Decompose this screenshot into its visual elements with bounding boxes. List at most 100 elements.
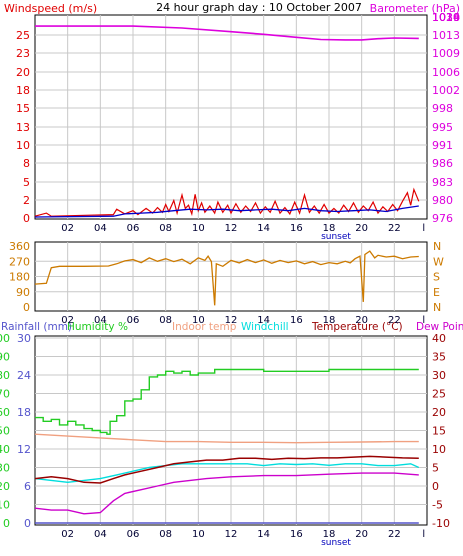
compass-tick-label: N [433,301,441,314]
x-tick-label: 22 [388,529,401,540]
temperature-tick-label: -10 [432,517,450,530]
temperature-tick-label: 0 [432,480,439,493]
windspeed-line [34,187,420,217]
x-tick-label: 20 [355,223,368,234]
indoor-temp-line [34,433,419,444]
x-tick-label: 06 [127,315,140,326]
x-tick-label: 06 [127,223,140,234]
humidity-tick-label: 50 [0,425,10,438]
x-tick-label: 12 [225,223,238,234]
barometer-tick-label: 1024 [432,11,460,24]
x-tick-label: 14 [257,315,270,326]
dewpoint-line [34,472,419,515]
sunset-label: sunset [321,232,351,242]
x-tick-label: 20 [355,529,368,540]
temperature-tick-label: 5 [432,462,439,475]
x-tick-label: 02 [61,223,74,234]
temperature-tick-label: 35 [432,351,446,364]
barometer-line [35,25,419,41]
humidity-tick-label: 10 [0,499,10,512]
x-tick-label: 12 [225,529,238,540]
wind-direction-line [34,250,419,306]
barometer-tick-label: 983 [432,176,453,189]
x-tick-label: 20 [355,315,368,326]
humidity-tick-label: 90 [0,351,10,364]
barometer-tick-label: 1013 [432,29,460,42]
x-tick-label: 18 [323,315,336,326]
winddir-tick-label: 360 [9,240,30,253]
compass-tick-label: N [433,240,441,253]
x-tick-label: 02 [61,315,74,326]
windspeed-tick-label: 0 [23,212,30,225]
barometer-axis-title: Barometer (hPa) [370,2,460,15]
rainfall-tick-label: 6 [24,480,31,493]
humidity-line [35,368,419,435]
x-tick-label: 16 [290,315,303,326]
barometer-tick-label: 976 [432,212,453,225]
windspeed-tick-label: 5 [23,176,30,189]
barometer-tick-label: 995 [432,121,453,134]
chart-title: 24 hour graph day : 10 October 2007 [156,1,362,14]
wind-barometer-panel: 02 04 06 08 10 12 14 16 18 20 22 l02581013151820232… [16,11,460,242]
rainfall-tick-label: 12 [17,443,31,456]
x-tick-label: 22 [388,315,401,326]
temperature-line [34,455,419,484]
barometer-tick-label: 1019 [432,11,460,24]
humidity-tick-label: 40 [0,443,10,456]
temperature-tick-label: 40 [432,332,446,345]
indoor-temp-legend: Indoor temp [172,321,237,333]
temperature-tick-label: 30 [432,369,446,382]
windspeed-tick-label: 20 [16,66,30,79]
barometer-tick-label: 1009 [432,47,460,60]
wind-average-line [34,205,419,218]
barometer-tick-label: 986 [432,157,453,170]
windspeed-tick-label: 23 [16,47,30,60]
x-tick-label: 18 [323,223,336,234]
x-tick-label: 04 [94,315,107,326]
x-tick-label: 04 [94,223,107,234]
x-tick-label: 16 [290,223,303,234]
x-tick-label: 10 [192,529,205,540]
x-tick-label: 16 [290,529,303,540]
temperature-tick-label: 25 [432,388,446,401]
rainfall-tick-label: 0 [24,517,31,530]
compass-tick-label: W [433,255,444,268]
compass-tick-label: S [433,271,440,284]
humidity-tick-label: 0 [3,517,10,530]
x-tick-label: l [422,223,425,234]
humidity-tick-label: 80 [0,369,10,382]
x-tick-label: 04 [94,529,107,540]
winddir-tick-label: 180 [9,271,30,284]
humidity-tick-label: 70 [0,388,10,401]
winddir-tick-label: 0 [23,301,30,314]
wind-direction-panel: 02 04 06 08 10 12 14 16 18 20 22 l 360 N 270 W 180 S 90 E 0 N [9,240,444,326]
winddir-tick-label: 270 [9,255,30,268]
x-tick-label: 08 [159,315,172,326]
temperature-tick-label: 20 [432,406,446,419]
x-tick-label: 12 [225,315,238,326]
windspeed-axis-title: Windspeed (m/s) [4,2,97,15]
x-tick-label: 08 [159,529,172,540]
x-tick-label: 06 [127,529,140,540]
dewpoint-legend: Dew Point [416,321,463,333]
temperature-tick-label: 10 [432,443,446,456]
humidity-tick-label: 100 [0,332,10,345]
barometer-tick-label: 991 [432,139,453,152]
compass-tick-label: E [433,286,440,299]
x-tick-label: 10 [192,223,205,234]
windspeed-tick-label: 15 [16,102,30,115]
temperature-tick-label: -5 [432,499,443,512]
x-tick-label: 18 [323,529,336,540]
windspeed-tick-label: 10 [16,139,30,152]
x-tick-label: 08 [159,223,172,234]
rainfall-tick-label: 30 [17,332,31,345]
x-tick-label: 14 [257,223,270,234]
windspeed-tick-label: 8 [23,157,30,170]
humidity-tick-label: 60 [0,406,10,419]
rainfall-tick-label: 24 [17,369,31,382]
barometer-tick-label: 998 [432,102,453,115]
x-tick-label: l [422,529,425,540]
x-tick-label: 10 [192,315,205,326]
sunset-label: sunset [321,538,351,548]
